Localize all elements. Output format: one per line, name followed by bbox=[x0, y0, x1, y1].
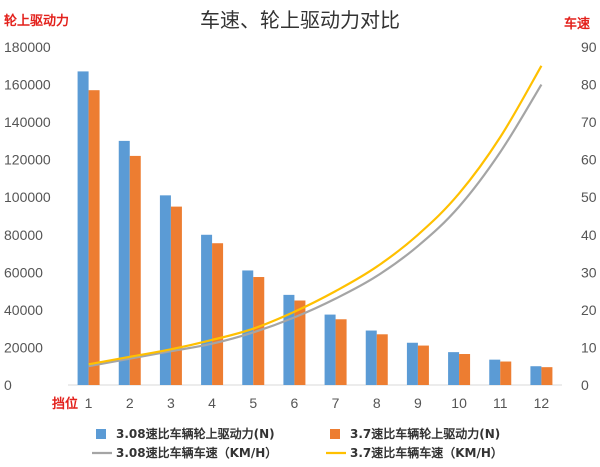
y-right-tick-label: 40 bbox=[581, 227, 597, 243]
bar-series1-gear6 bbox=[283, 294, 295, 385]
bar-series1-gear3 bbox=[159, 195, 171, 385]
y-left-tick-label: 0 bbox=[4, 377, 12, 393]
legend-label-3: 3.08速比车辆车速（KM/H） bbox=[116, 445, 277, 460]
bar-series1-gear10 bbox=[448, 352, 460, 385]
bar-series2-gear11 bbox=[500, 361, 512, 385]
bar-series2-gear1 bbox=[88, 90, 100, 385]
bar-series1-gear7 bbox=[324, 314, 336, 385]
line-series1 bbox=[88, 83, 543, 368]
y-right-tick-label: 20 bbox=[581, 302, 597, 318]
y-left-tick-label: 120000 bbox=[4, 152, 51, 168]
line-series-group bbox=[88, 65, 543, 368]
bar-series1-gear11 bbox=[489, 359, 501, 385]
bar-series2-gear7 bbox=[335, 319, 347, 385]
x-tick-label: 3 bbox=[167, 395, 175, 411]
legend: 3.08速比车辆轮上驱动力(N) 3.7速比车辆轮上驱动力(N) 3.08速比车辆车… bbox=[92, 426, 503, 460]
legend-swatch-1 bbox=[96, 429, 106, 439]
y-left-tick-label: 20000 bbox=[4, 339, 43, 355]
y-right-tick-labels: 0 10 20 30 40 50 60 70 80 90 bbox=[581, 39, 597, 393]
y-left-tick-label: 60000 bbox=[4, 264, 43, 280]
x-tick-label: 10 bbox=[451, 395, 467, 411]
y-right-tick-label: 90 bbox=[581, 39, 597, 55]
bar-series2-gear6 bbox=[294, 300, 306, 385]
bar-series1-gear1 bbox=[77, 71, 89, 386]
y-right-tick-label: 70 bbox=[581, 114, 597, 130]
y-right-tick-label: 10 bbox=[581, 339, 597, 355]
bar-series1-gear5 bbox=[242, 270, 254, 385]
legend-label-2: 3.7速比车辆轮上驱动力(N) bbox=[350, 426, 500, 441]
x-tick-label: 1 bbox=[85, 395, 93, 411]
y-right-tick-label: 60 bbox=[581, 152, 597, 168]
x-tick-label: 11 bbox=[493, 395, 508, 411]
bar-series2-gear8 bbox=[376, 334, 388, 385]
y-right-tick-label: 0 bbox=[581, 377, 589, 393]
bar-series2-gear3 bbox=[170, 206, 182, 385]
x-tick-label: 2 bbox=[126, 395, 134, 411]
x-tick-label: 8 bbox=[373, 395, 381, 411]
y-right-tick-label: 50 bbox=[581, 189, 597, 205]
legend-label-4: 3.7速比车辆车速（KM/H） bbox=[350, 445, 503, 460]
x-tick-labels: 1 2 3 4 5 6 7 8 9 10 11 12 bbox=[85, 395, 550, 411]
bar-series1-gear12 bbox=[530, 366, 542, 385]
chart-title: 车速、轮上驱动力对比 bbox=[200, 8, 400, 32]
x-axis-title: 挡位 bbox=[52, 396, 78, 412]
x-tick-label: 5 bbox=[249, 395, 257, 411]
x-tick-label: 4 bbox=[208, 395, 216, 411]
y-left-tick-label: 100000 bbox=[4, 189, 51, 205]
bar-series-group bbox=[77, 71, 553, 386]
x-tick-label: 7 bbox=[332, 395, 340, 411]
x-tick-label: 12 bbox=[534, 395, 550, 411]
bar-series1-gear9 bbox=[406, 342, 418, 385]
bar-series2-gear2 bbox=[129, 155, 141, 385]
bar-series2-gear4 bbox=[212, 243, 224, 385]
bar-series2-gear10 bbox=[459, 354, 471, 385]
y-right-axis-title: 车速 bbox=[564, 16, 590, 32]
y-left-axis-title: 轮上驱动力 bbox=[4, 13, 69, 29]
y-left-tick-labels: 0 20000 40000 60000 80000 100000 120000 140000 1… bbox=[4, 39, 51, 393]
bar-series1-gear8 bbox=[365, 330, 377, 385]
line-series2 bbox=[88, 65, 543, 366]
y-right-tick-label: 80 bbox=[581, 77, 597, 93]
y-left-tick-label: 140000 bbox=[4, 114, 51, 130]
y-left-tick-label: 160000 bbox=[4, 77, 51, 93]
bar-series2-gear9 bbox=[417, 345, 429, 385]
bar-series2-gear12 bbox=[541, 367, 553, 385]
x-tick-label: 6 bbox=[291, 395, 299, 411]
legend-swatch-2 bbox=[330, 429, 340, 439]
y-left-tick-label: 40000 bbox=[4, 302, 43, 318]
bar-series1-gear2 bbox=[118, 140, 130, 385]
legend-label-1: 3.08速比车辆轮上驱动力(N) bbox=[116, 426, 275, 441]
y-right-tick-label: 30 bbox=[581, 264, 597, 280]
y-left-tick-label: 180000 bbox=[4, 39, 51, 55]
x-tick-label: 9 bbox=[414, 395, 422, 411]
y-left-tick-label: 80000 bbox=[4, 227, 43, 243]
bar-series1-gear4 bbox=[201, 234, 213, 385]
